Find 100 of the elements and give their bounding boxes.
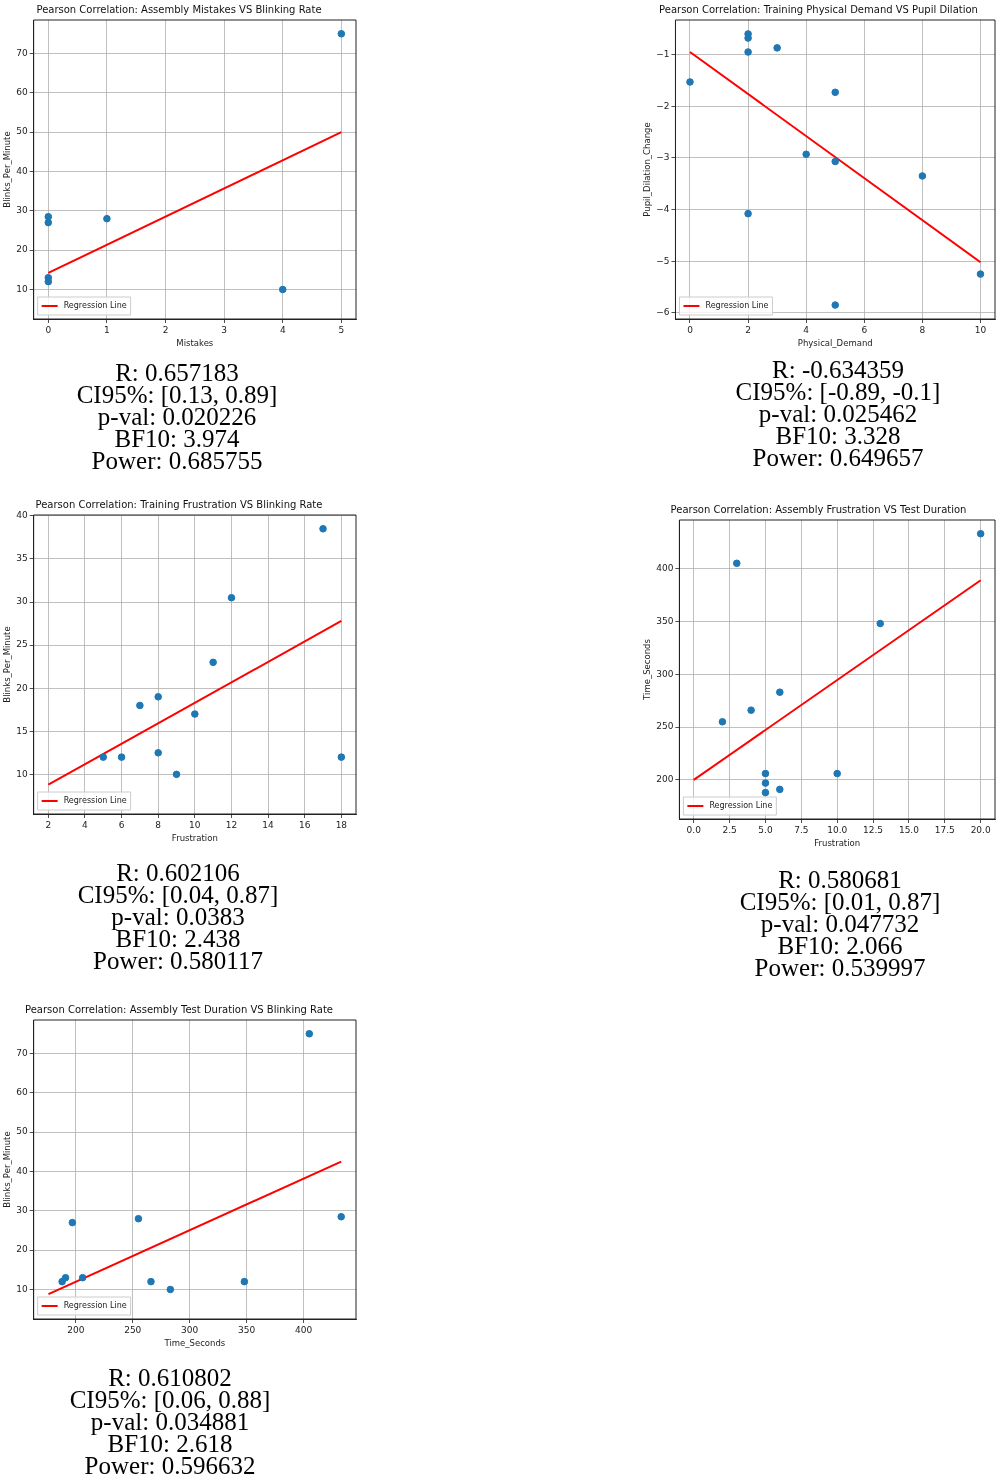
y-tick-label: 20 xyxy=(16,244,28,255)
point xyxy=(761,779,770,787)
x-tick-label: 2 xyxy=(162,324,169,335)
point xyxy=(761,769,770,778)
point xyxy=(305,1029,314,1038)
chart-title: Pearson Correlation: Assembly Mistakes VS Blinking Rate xyxy=(36,3,322,15)
x-axis-title: Physical_Demand xyxy=(797,338,873,349)
point xyxy=(918,172,927,180)
y-tick-label: 10 xyxy=(16,283,28,294)
y-tick-label: 400 xyxy=(656,562,674,573)
y-tick-label: 70 xyxy=(16,1047,28,1058)
x-tick-label: 3 xyxy=(221,324,227,335)
x-tick-label: 350 xyxy=(238,1324,256,1335)
y-tick-label: 70 xyxy=(16,47,28,58)
y-tick-label: −6 xyxy=(656,307,670,318)
x-tick-label: 4 xyxy=(82,819,89,830)
legend-label: Regression Line xyxy=(63,796,127,806)
y-tick-label: 25 xyxy=(16,639,28,650)
x-tick-label: 8 xyxy=(155,819,162,830)
point xyxy=(172,770,181,779)
point xyxy=(78,1273,87,1282)
point xyxy=(147,1277,155,1286)
point xyxy=(744,209,752,218)
point xyxy=(776,688,784,697)
point xyxy=(227,593,236,602)
point xyxy=(337,1212,345,1221)
legend-label: Regression Line xyxy=(63,301,127,311)
chart-title: Pearson Correlation: Assembly Frustration VS Test Duration xyxy=(670,503,967,515)
x-tick-label: 2 xyxy=(745,324,751,335)
point xyxy=(68,1218,77,1227)
x-axis-title: Frustration xyxy=(814,838,861,849)
x-tick-label: 12.5 xyxy=(863,824,884,835)
legend-label: Regression Line xyxy=(705,301,769,311)
x-tick-label: 400 xyxy=(295,1324,313,1335)
x-tick-label: 10 xyxy=(189,819,201,830)
x-tick-label: 16 xyxy=(298,819,311,830)
point xyxy=(686,78,694,86)
y-tick-label: 20 xyxy=(16,682,28,693)
x-tick-label: 6 xyxy=(118,819,125,830)
x-tick-label: 8 xyxy=(919,324,926,335)
point xyxy=(154,749,162,757)
y-tick-label: 30 xyxy=(16,205,28,216)
x-tick-label: 4 xyxy=(279,324,286,335)
y-tick-label: −3 xyxy=(656,152,670,163)
y-tick-label: −1 xyxy=(656,48,670,59)
x-tick-label: 2 xyxy=(45,819,52,830)
point xyxy=(191,710,199,718)
point xyxy=(337,29,346,38)
y-tick-label: 30 xyxy=(16,1205,28,1216)
x-axis-title: Mistakes xyxy=(176,338,214,349)
legend-label: Regression Line xyxy=(63,1301,127,1311)
point xyxy=(61,1273,70,1282)
point xyxy=(732,559,741,568)
y-tick-label: 200 xyxy=(656,774,674,785)
point xyxy=(134,1214,143,1223)
x-tick-label: 15.0 xyxy=(898,824,920,835)
point xyxy=(44,218,53,227)
point xyxy=(747,706,755,714)
point xyxy=(718,718,727,726)
x-tick-label: 12 xyxy=(225,819,238,830)
point xyxy=(976,529,985,538)
x-tick-label: 20.0 xyxy=(970,824,991,835)
x-tick-label: 10 xyxy=(974,324,987,335)
point xyxy=(319,524,327,533)
x-tick-label: 0 xyxy=(45,324,52,335)
point xyxy=(773,44,781,52)
y-tick-label: 300 xyxy=(656,668,674,679)
point xyxy=(744,48,752,56)
y-tick-label: 50 xyxy=(16,1126,28,1137)
point xyxy=(976,270,985,278)
point xyxy=(44,212,53,221)
y-tick-label: 35 xyxy=(16,553,28,564)
x-tick-label: 1 xyxy=(104,324,110,335)
chart-title: Pearson Correlation: Training Physical Demand VS Pupil Dilation xyxy=(659,3,978,15)
x-tick-label: 250 xyxy=(124,1324,142,1335)
x-tick-label: 200 xyxy=(67,1324,85,1335)
point xyxy=(802,150,810,159)
y-tick-label: 40 xyxy=(16,510,28,521)
y-tick-label: 60 xyxy=(16,87,28,98)
legend-label: Regression Line xyxy=(709,801,773,811)
point xyxy=(166,1285,175,1294)
x-tick-label: 0.0 xyxy=(686,824,702,835)
y-tick-label: 20 xyxy=(16,1244,28,1255)
x-tick-label: 2.5 xyxy=(722,824,737,835)
y-tick-label: 40 xyxy=(16,1165,28,1176)
y-tick-label: 350 xyxy=(656,615,674,626)
y-tick-label: 250 xyxy=(656,721,674,732)
point xyxy=(136,701,144,710)
y-tick-label: 10 xyxy=(16,1283,28,1294)
x-tick-label: 17.5 xyxy=(934,824,955,835)
point xyxy=(833,769,841,778)
point xyxy=(278,285,287,294)
y-tick-label: 50 xyxy=(16,126,28,137)
y-axis-title: Blinks_Per_Minute xyxy=(2,1131,13,1208)
x-axis-title: Time_Seconds xyxy=(163,1338,226,1349)
point xyxy=(831,88,840,97)
point xyxy=(776,785,784,794)
point xyxy=(831,301,840,309)
x-tick-label: 10.0 xyxy=(827,824,848,835)
x-tick-label: 6 xyxy=(861,324,868,335)
